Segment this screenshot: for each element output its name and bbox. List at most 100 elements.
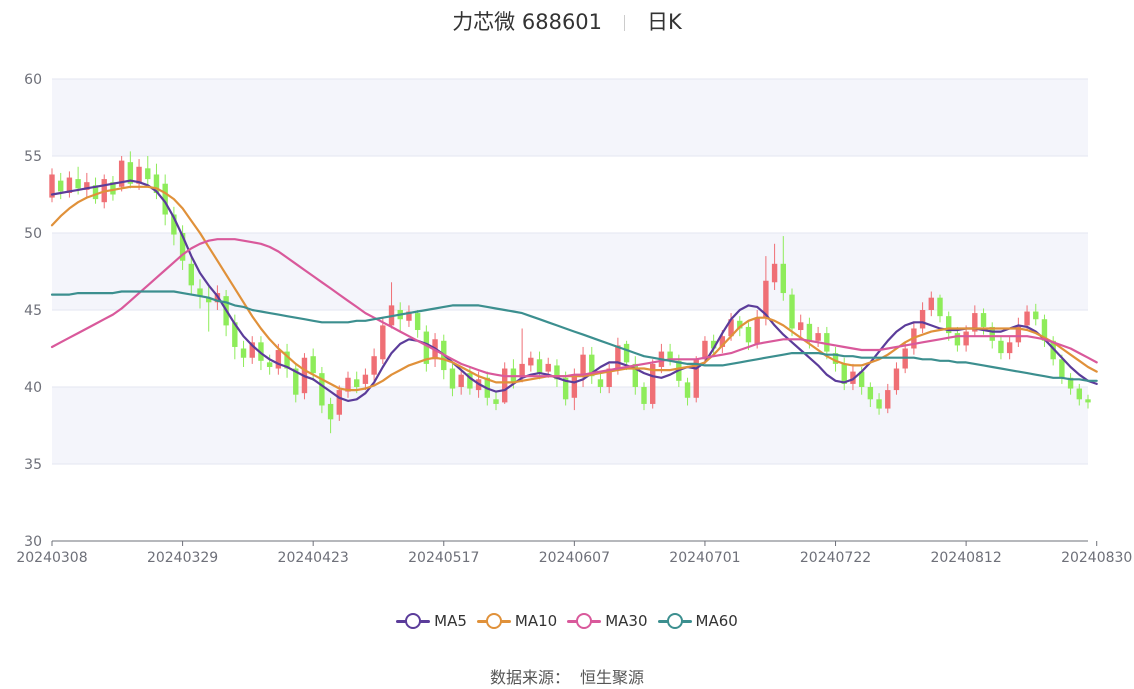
candle [284,343,290,378]
candle [632,356,638,395]
candle-body [275,350,282,369]
candle [1006,336,1013,360]
legend-item-ma5[interactable]: MA5 [396,612,467,630]
candle-body [710,340,717,349]
candle [371,348,377,381]
x-tick-label: 20240722 [800,550,871,566]
candle-body [118,160,125,187]
candle-body [58,180,64,192]
candle-body [798,322,804,331]
candle-body [1033,311,1039,320]
candle [92,177,99,204]
candle-body [623,343,630,363]
candle [1067,373,1074,395]
candle-body [1006,342,1013,354]
candle-body [824,333,830,352]
candle-body [841,363,847,384]
ma-line-ma30 [50,238,1098,378]
candle [136,159,142,190]
candle [188,254,194,295]
candle [919,302,926,334]
candle-body [371,356,377,375]
candle-body [745,326,752,343]
candle-body [319,373,325,406]
legend-item-ma30[interactable]: MA30 [567,612,648,630]
candle-body [641,387,647,404]
candle-body [66,177,73,193]
candle [1059,354,1065,384]
ma-line-ma5 [50,179,1098,402]
candle-body [667,351,673,360]
candlestick-chart: 30 35 40 45 50 55 60 20240308 20240329 20240423 20… [16,72,1132,566]
candle [66,171,73,198]
candle-body [362,374,369,384]
candle [49,168,55,203]
candle-body [728,319,734,337]
candle [162,174,168,226]
candle-body [293,368,299,395]
candle [937,294,943,323]
y-tick-label: 60 [24,72,42,88]
candle [946,311,952,341]
x-tick-label: 20240517 [408,550,479,566]
candle-body [998,340,1004,354]
candle-body [467,373,473,389]
candle-body [249,342,255,358]
candle-body [937,297,943,317]
ma-line-ma10 [50,185,1098,392]
candle-body [754,317,760,344]
y-tick-label: 30 [24,534,42,550]
candle-body [153,174,160,193]
plot-bands [52,79,1088,464]
candle [641,382,647,411]
x-tick-label: 20240423 [278,550,349,566]
candle [972,305,978,337]
candle-body [650,363,656,404]
legend-marker-icon [657,613,692,629]
candle [536,351,543,380]
candle [606,363,612,394]
legend-item-ma10[interactable]: MA10 [476,612,558,630]
candle [832,346,839,372]
legend-label: MA30 [605,612,648,630]
candle-body [197,288,203,297]
candle-body [179,233,186,261]
legend-item-ma60[interactable]: MA60 [657,612,738,630]
candle [554,359,560,387]
plot-band [52,387,1088,464]
y-tick-label: 40 [24,380,42,396]
x-tick-label: 20240830 [1061,550,1132,566]
candle [127,151,134,189]
candle-body [684,382,691,398]
candle-body [536,359,543,374]
title-separator [624,15,626,31]
candle-body [110,182,116,195]
candle [179,225,186,270]
candle-body [171,214,177,235]
candle-body [336,390,342,415]
candle-body [406,311,412,321]
candle-body [562,377,569,400]
candle-body [240,348,247,358]
candle-body [719,336,726,347]
candle-body [502,368,508,403]
y-tick-label: 55 [24,149,42,165]
x-tick-label: 20240812 [930,550,1001,566]
candle [336,385,342,421]
candle [867,382,874,408]
candle [197,279,203,309]
candle [597,373,604,394]
candle-body [258,342,264,361]
legend-marker-icon [476,613,511,629]
candle-body [1076,388,1082,400]
candle-body [597,379,604,387]
axes: 30 35 40 45 50 55 60 20240308 20240329 20240423 20… [16,72,1132,566]
candle-body [806,323,813,341]
legend-label: MA60 [695,612,738,630]
source-value: 恒生聚源 [580,668,645,687]
legend-label: MA10 [514,612,558,630]
data-source: 数据来源： 恒生聚源 [0,664,1134,688]
candle [414,310,421,338]
candle-body [519,363,525,378]
candle-body [266,362,273,367]
